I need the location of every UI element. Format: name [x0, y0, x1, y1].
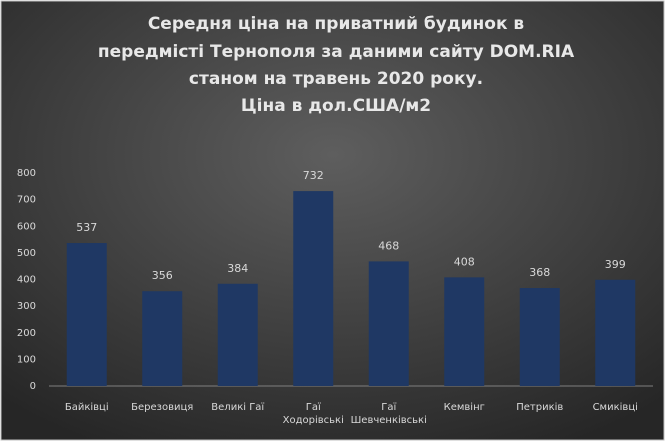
x-tick-label: Байківці	[65, 401, 109, 413]
x-tick-label: Кемвінг	[444, 401, 485, 413]
value-label: 537	[76, 221, 97, 234]
y-tick-label: 600	[17, 221, 36, 232]
chart-subtitle: Ціна в дол.США/м2	[241, 96, 431, 116]
bar	[217, 283, 258, 386]
value-label: 399	[605, 258, 626, 271]
bar	[595, 279, 636, 386]
y-tick-label: 400	[17, 275, 36, 286]
x-tick-label: Великі Гаї	[211, 401, 264, 413]
chart-title: Середня ціна на приватний будинок в	[148, 14, 525, 34]
x-tick-label: Петриків	[516, 401, 563, 413]
chart-title: станом на травень 2020 року.	[189, 69, 483, 89]
y-tick-label: 700	[17, 195, 36, 206]
value-label: 356	[152, 269, 173, 282]
bar	[142, 291, 183, 386]
x-tick-label: Гаї Ходорівські	[283, 402, 344, 426]
value-label: 384	[227, 262, 248, 275]
y-tick-label: 500	[17, 248, 36, 259]
value-label: 468	[378, 239, 399, 252]
value-label: 368	[529, 266, 550, 279]
x-tick-label: Гаї Шевченківські	[351, 402, 427, 426]
bar	[444, 277, 485, 386]
y-tick-label: 100	[17, 354, 36, 365]
y-tick-label: 300	[17, 301, 36, 312]
value-label: 408	[454, 255, 475, 268]
bar	[519, 288, 560, 386]
y-tick-label: 800	[17, 168, 36, 179]
x-tick-label: Березовиця	[131, 402, 193, 413]
bar	[368, 261, 409, 386]
y-tick-label: 200	[17, 328, 36, 339]
x-tick-label: Смиківці	[593, 401, 638, 413]
bar	[293, 191, 334, 386]
value-label: 732	[303, 169, 324, 182]
bar	[66, 243, 107, 386]
y-tick-label: 0	[30, 381, 36, 392]
chart-title: передмісті Тернополя за даними сайту DOM…	[98, 42, 575, 62]
